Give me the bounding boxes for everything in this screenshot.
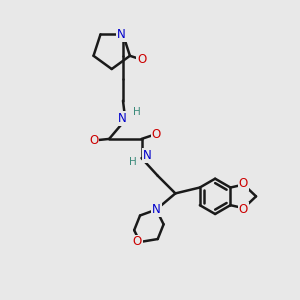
Text: N: N (117, 112, 126, 125)
Text: O: O (152, 128, 161, 141)
Text: N: N (152, 203, 161, 216)
Text: H: H (133, 106, 140, 116)
Text: O: O (238, 203, 248, 216)
Text: H: H (129, 157, 137, 166)
Text: N: N (117, 28, 126, 41)
Text: O: O (89, 134, 98, 147)
Text: N: N (142, 148, 151, 162)
Text: O: O (133, 236, 142, 248)
Text: O: O (238, 177, 248, 190)
Text: O: O (137, 53, 146, 66)
